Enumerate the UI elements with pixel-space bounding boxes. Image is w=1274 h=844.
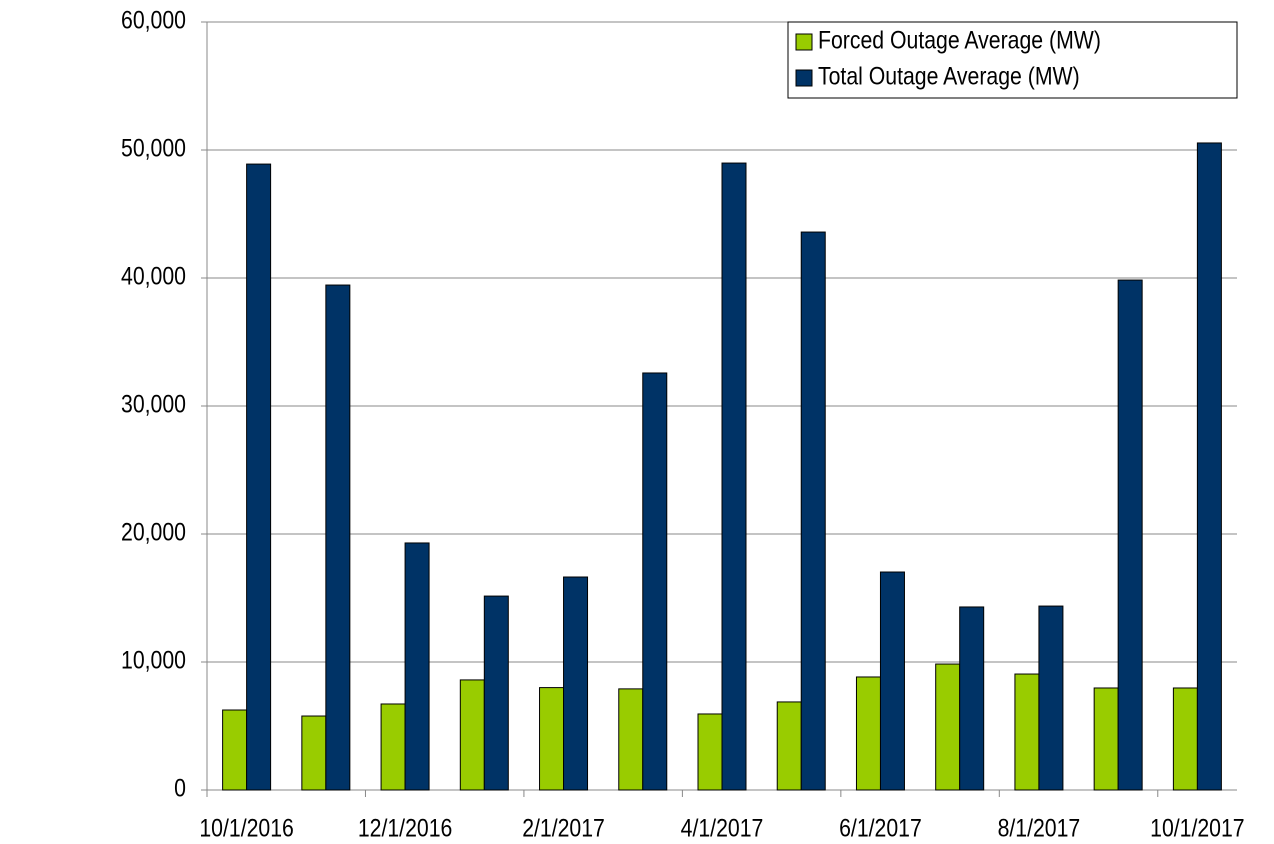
bar	[222, 709, 248, 791]
bar	[642, 372, 668, 791]
bar	[1093, 687, 1119, 791]
bar	[459, 679, 485, 791]
bar	[539, 687, 565, 791]
bar	[800, 231, 826, 791]
bar	[1196, 142, 1222, 791]
y-tick-label: 0	[174, 774, 186, 802]
legend-swatch	[795, 69, 813, 87]
y-tick-label: 30,000	[121, 390, 186, 418]
bar	[618, 688, 644, 791]
bar	[246, 163, 272, 791]
bar	[404, 542, 430, 791]
bar	[325, 284, 351, 791]
y-tick-label: 50,000	[121, 134, 186, 162]
bar	[301, 715, 327, 791]
bar	[879, 571, 905, 791]
y-tick-label: 60,000	[121, 6, 186, 34]
legend-box	[787, 21, 1238, 99]
y-tick-label: 20,000	[121, 518, 186, 546]
x-tick-label: 12/1/2016	[358, 814, 452, 842]
y-tick-label: 40,000	[121, 262, 186, 290]
bar	[483, 595, 509, 791]
x-tick-label: 10/1/2017	[1150, 814, 1244, 842]
bar	[776, 701, 802, 791]
bar	[721, 162, 747, 791]
x-tick-label: 4/1/2017	[681, 814, 764, 842]
legend-label: Total Outage Average (MW)	[818, 62, 1080, 90]
x-tick-label: 10/1/2016	[199, 814, 293, 842]
x-tick-label: 6/1/2017	[839, 814, 922, 842]
x-tick-label: 2/1/2017	[522, 814, 605, 842]
x-tick-label: 8/1/2017	[998, 814, 1081, 842]
bar	[380, 703, 406, 791]
legend-swatch	[795, 33, 813, 51]
bar	[959, 606, 985, 791]
bar	[1172, 687, 1198, 791]
bar	[935, 663, 961, 791]
bar	[1014, 673, 1040, 791]
bar	[697, 713, 723, 791]
bar	[1038, 605, 1064, 791]
y-tick-label: 10,000	[121, 646, 186, 674]
legend-label: Forced Outage Average (MW)	[818, 26, 1101, 54]
bar	[855, 676, 881, 791]
bar	[1117, 279, 1143, 791]
bar	[563, 576, 589, 791]
